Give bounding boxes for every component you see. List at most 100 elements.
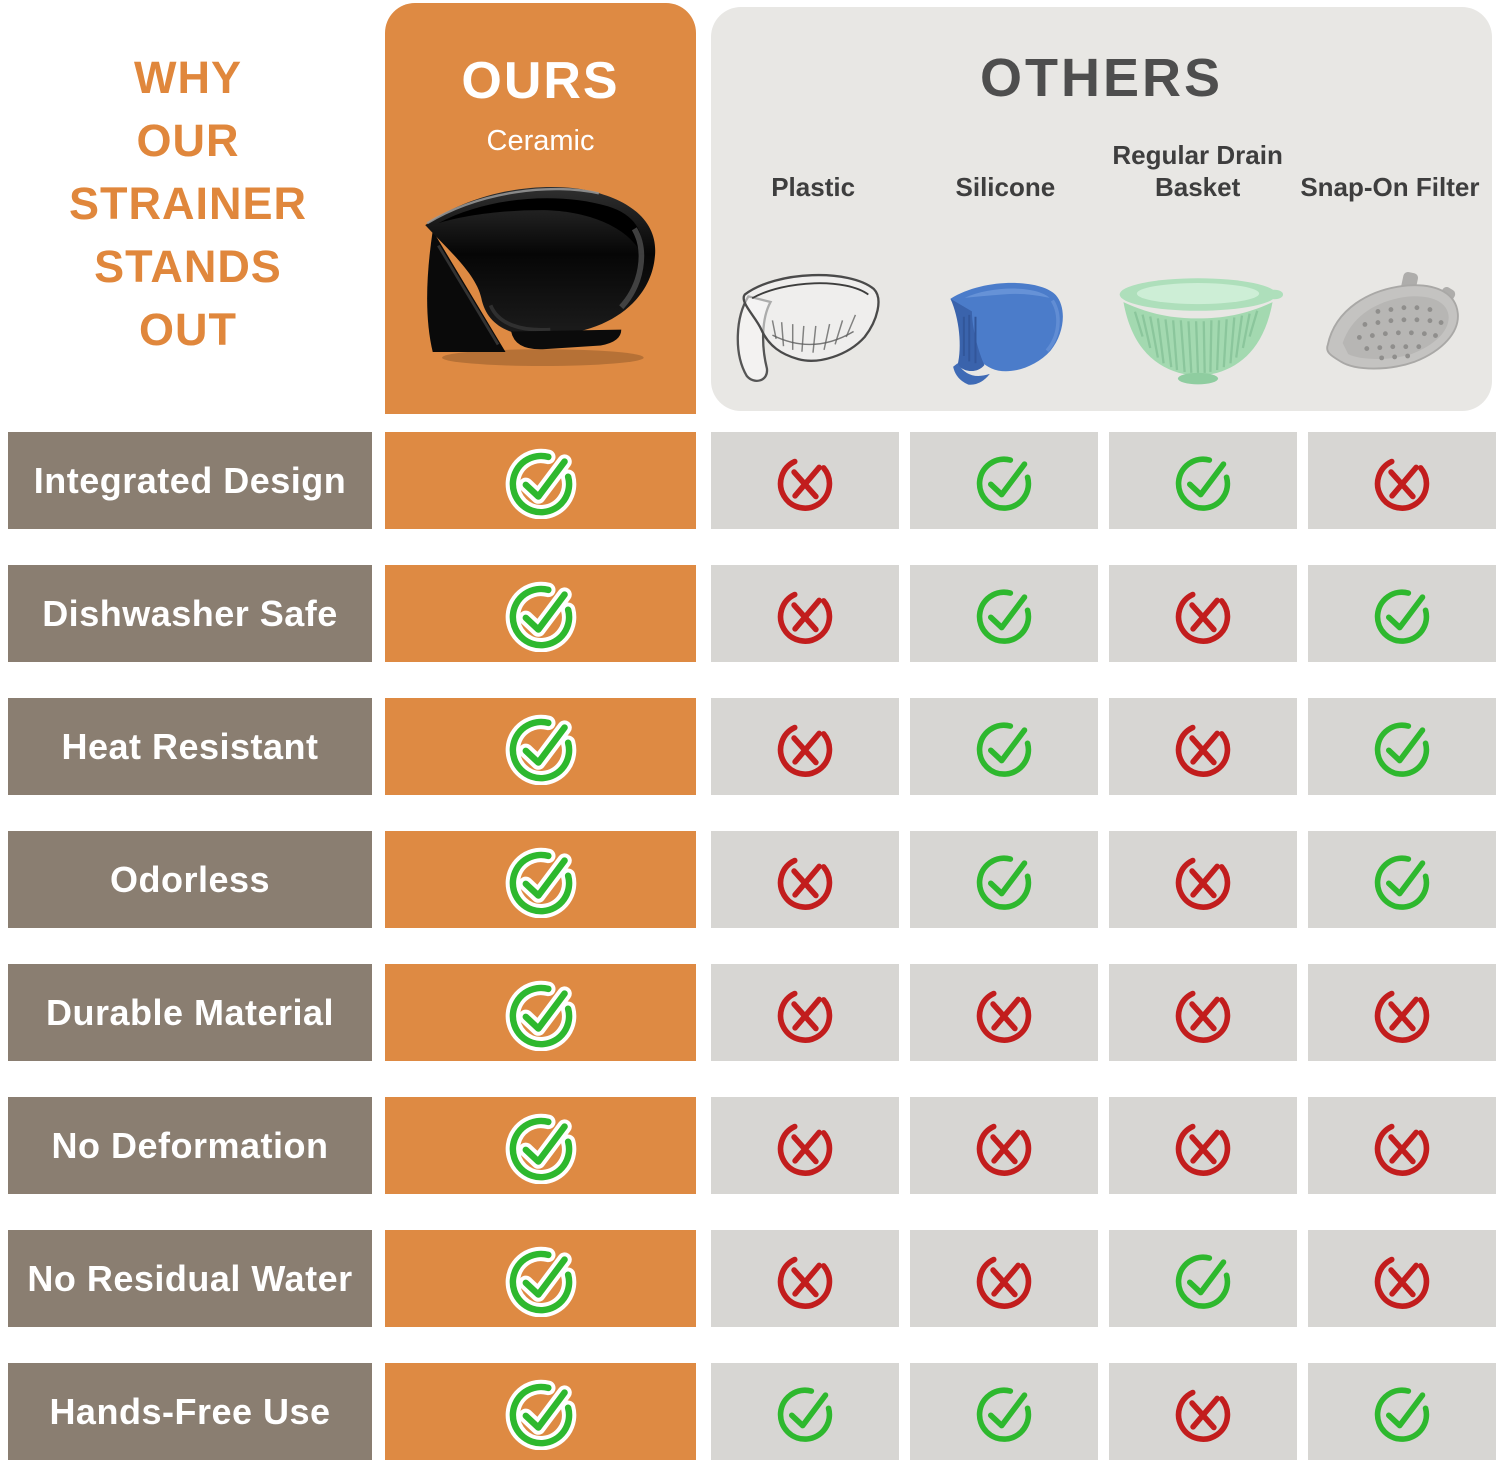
feature-row-integrated-design: Integrated Design: [0, 432, 1500, 529]
cell-silicone: [910, 964, 1098, 1061]
cross-icon: [777, 458, 833, 511]
check-icon: [1374, 721, 1430, 777]
cell-ours: [385, 565, 696, 662]
cross-icon: [777, 990, 833, 1043]
silicone-strainer-image-wrap: [909, 267, 1101, 395]
cell-snap-on: [1308, 1230, 1496, 1327]
others-title: OTHERS: [979, 48, 1224, 108]
cell-drain-basket: [1109, 1363, 1297, 1460]
cross-icon: [976, 990, 1032, 1043]
feature-label: Dishwasher Safe: [8, 565, 372, 662]
cell-drain-basket: [1109, 831, 1297, 928]
drain-basket-image-wrap: [1102, 259, 1294, 395]
cell-silicone: [910, 831, 1098, 928]
feature-row-dishwasher-safe: Dishwasher Safe: [0, 565, 1500, 662]
snap-on-filter-image-wrap: [1294, 265, 1486, 395]
feature-row-durable-material: Durable Material: [0, 964, 1500, 1061]
title-line: STRAINER: [68, 178, 307, 229]
black-ceramic-strainer-image: [424, 186, 655, 366]
cross-icon: [1175, 990, 1231, 1043]
cell-plastic: [711, 565, 899, 662]
feature-row-heat-resistant: Heat Resistant: [0, 698, 1500, 795]
comparison-grid: Integrated Design: [0, 414, 1500, 1460]
check-icon: [976, 1386, 1032, 1442]
cell-plastic: [711, 831, 899, 928]
ours-column-header: OURS Ceramic: [385, 3, 696, 414]
check-icon: [1374, 1386, 1430, 1442]
cell-drain-basket: [1109, 1230, 1297, 1327]
cell-drain-basket: [1109, 565, 1297, 662]
check-icon: [976, 721, 1032, 777]
cell-snap-on: [1308, 432, 1496, 529]
column-label-snap-on: Snap-On Filter: [1300, 172, 1480, 202]
feature-label: Heat Resistant: [8, 698, 372, 795]
check-icon: [505, 847, 576, 918]
check-icon: [777, 1386, 833, 1442]
cross-icon: [1175, 591, 1231, 644]
feature-row-no-deformation: No Deformation: [0, 1097, 1500, 1194]
check-icon: [505, 1113, 576, 1184]
cell-silicone: [910, 432, 1098, 529]
ours-subtitle: Ceramic: [486, 125, 595, 157]
check-icon: [505, 448, 576, 519]
cell-plastic: [711, 1230, 899, 1327]
title-line: OUT: [139, 304, 237, 355]
cross-icon: [1175, 1123, 1231, 1176]
cell-ours: [385, 1230, 696, 1327]
cross-icon: [1374, 458, 1430, 511]
feature-label: Hands-Free Use: [8, 1363, 372, 1460]
cross-icon: [777, 857, 833, 910]
cell-snap-on: [1308, 565, 1496, 662]
cell-snap-on: [1308, 831, 1496, 928]
cell-snap-on: [1308, 964, 1496, 1061]
title-line: STANDS: [94, 241, 282, 292]
check-icon: [505, 1379, 576, 1450]
cross-icon: [777, 1256, 833, 1309]
cell-ours: [385, 831, 696, 928]
cell-plastic: [711, 432, 899, 529]
others-column-labels: Plastic Silicone Regular Drain Basket Sn…: [711, 133, 1492, 203]
check-icon: [505, 714, 576, 785]
check-icon: [1175, 1253, 1231, 1309]
check-icon: [976, 455, 1032, 511]
cell-ours: [385, 1363, 696, 1460]
silicone-corner-strainer-image: [950, 282, 1064, 385]
plastic-corner-strainer-image: [736, 273, 880, 382]
header: WHY OUR STRAINER STANDS OUT OURS Ceramic: [0, 0, 1500, 414]
cell-snap-on: [1308, 698, 1496, 795]
column-label-plastic: Plastic: [771, 172, 856, 202]
regular-drain-basket-image: [1119, 278, 1283, 385]
ours-title: OURS: [461, 52, 620, 110]
feature-row-odorless: Odorless: [0, 831, 1500, 928]
cross-icon: [1175, 724, 1231, 777]
column-label-silicone: Silicone: [955, 172, 1056, 202]
cross-icon: [1374, 1256, 1430, 1309]
page-title: WHY OUR STRAINER STANDS OUT: [14, 46, 362, 361]
title-line: WHY: [134, 52, 242, 103]
cell-drain-basket: [1109, 964, 1297, 1061]
cross-icon: [1175, 1389, 1231, 1442]
cell-ours: [385, 964, 696, 1061]
check-icon: [1175, 455, 1231, 511]
cross-icon: [1175, 857, 1231, 910]
feature-label: Odorless: [8, 831, 372, 928]
cell-plastic: [711, 698, 899, 795]
check-icon: [505, 980, 576, 1051]
feature-label: Durable Material: [8, 964, 372, 1061]
cell-drain-basket: [1109, 698, 1297, 795]
others-panel: OTHERS Plastic Silicone Regular Drain Ba…: [711, 7, 1492, 411]
plastic-strainer-image-wrap: [717, 255, 909, 395]
cell-ours: [385, 1097, 696, 1194]
cell-plastic: [711, 1363, 899, 1460]
cross-icon: [1374, 1123, 1430, 1176]
feature-label: Integrated Design: [8, 432, 372, 529]
cross-icon: [777, 591, 833, 644]
cell-silicone: [910, 1363, 1098, 1460]
feature-label: No Deformation: [8, 1097, 372, 1194]
cell-snap-on: [1308, 1097, 1496, 1194]
feature-label: No Residual Water: [8, 1230, 372, 1327]
cell-silicone: [910, 1230, 1098, 1327]
cell-plastic: [711, 1097, 899, 1194]
cross-icon: [976, 1123, 1032, 1176]
